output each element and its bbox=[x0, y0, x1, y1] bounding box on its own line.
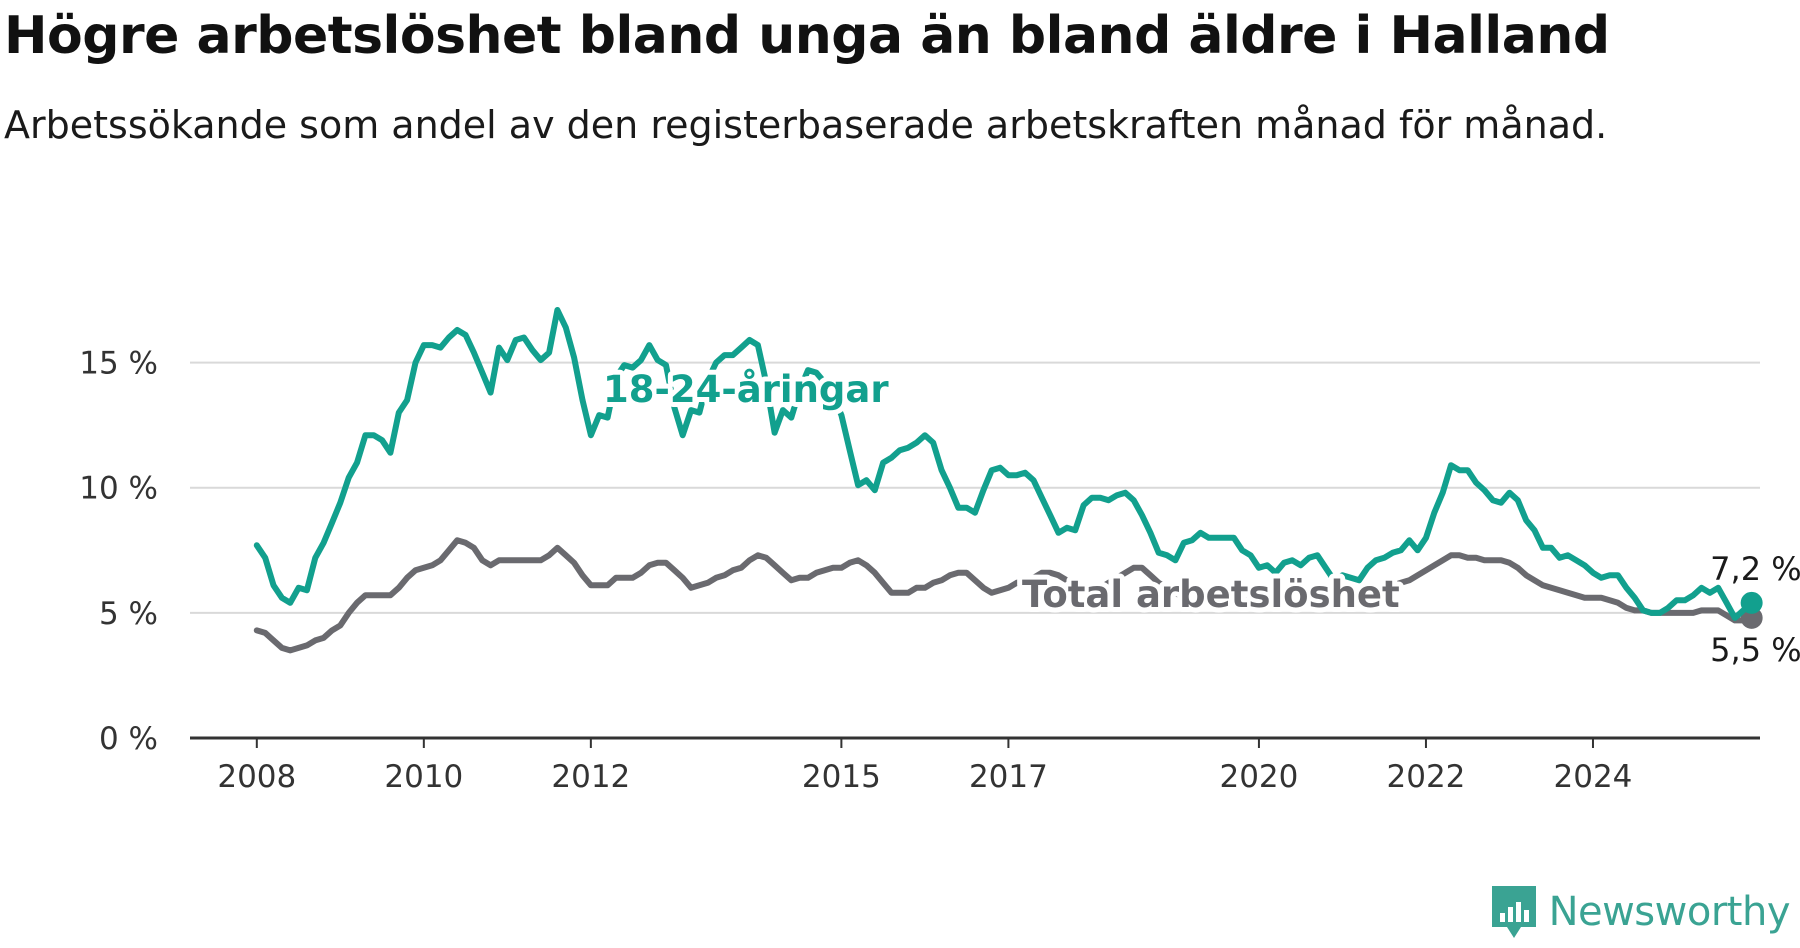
brand-logo[interactable]: Newsworthy bbox=[1489, 884, 1791, 940]
series-label-18-24: 18-24-åringar bbox=[603, 368, 889, 411]
x-tick-label: 2017 bbox=[969, 759, 1048, 795]
brand-name: Newsworthy bbox=[1548, 889, 1791, 935]
end-value-label-18-24: 7,2 % bbox=[1710, 550, 1800, 588]
newsworthy-logo-icon bbox=[1491, 886, 1536, 938]
series-line-total-arbetslöshet bbox=[253, 537, 1755, 654]
series-labels: 18-24-åringar Total arbetslöshet 7,2 % 5,5 … bbox=[598, 363, 1800, 669]
x-tick-label: 2008 bbox=[217, 759, 296, 795]
axes: 0 % 5 % 10 % 15 % 2008 2010 2012 2015 2017 2020 20… bbox=[79, 346, 1760, 795]
series-label-total: Total arbetslöshet bbox=[1022, 573, 1400, 616]
series-lines bbox=[253, 307, 1763, 654]
x-tick-label: 2020 bbox=[1219, 759, 1298, 795]
y-tick-label: 0 % bbox=[99, 721, 158, 757]
x-tick-label: 2024 bbox=[1554, 759, 1633, 795]
x-tick-label: 2015 bbox=[802, 759, 881, 795]
x-tick-label: 2012 bbox=[551, 759, 630, 795]
x-tick-label: 2022 bbox=[1387, 759, 1466, 795]
chart-subtitle: Arbetssökande som andel av den registerb… bbox=[4, 103, 1608, 147]
y-tick-label: 5 % bbox=[99, 596, 158, 632]
y-tick-label: 15 % bbox=[79, 346, 158, 382]
series-line-18-24-åringar bbox=[253, 307, 1755, 621]
y-tick-label: 10 % bbox=[79, 471, 158, 507]
gridlines bbox=[190, 361, 1760, 614]
end-value-label-total: 5,5 % bbox=[1710, 631, 1800, 669]
x-tick-label: 2010 bbox=[384, 759, 463, 795]
chart-title: Högre arbetslöshet bland unga än bland ä… bbox=[4, 6, 1610, 66]
series-endpoint-18-24-åringar bbox=[1740, 591, 1763, 614]
